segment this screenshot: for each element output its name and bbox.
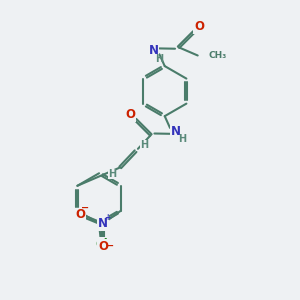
Text: N: N	[148, 44, 158, 57]
Text: H: H	[140, 140, 148, 150]
Text: N: N	[98, 217, 108, 230]
Text: O: O	[194, 20, 204, 33]
Text: CH₃: CH₃	[208, 51, 226, 60]
Text: N: N	[171, 125, 181, 138]
Text: O: O	[126, 108, 136, 121]
Text: −: −	[81, 203, 89, 213]
Text: H: H	[155, 54, 163, 64]
Text: −: −	[106, 241, 114, 251]
Text: H: H	[178, 134, 187, 144]
Text: O: O	[75, 208, 85, 221]
Text: +: +	[104, 213, 110, 222]
Text: Cl: Cl	[95, 238, 108, 251]
Text: O: O	[98, 240, 108, 253]
Text: H: H	[108, 169, 116, 179]
